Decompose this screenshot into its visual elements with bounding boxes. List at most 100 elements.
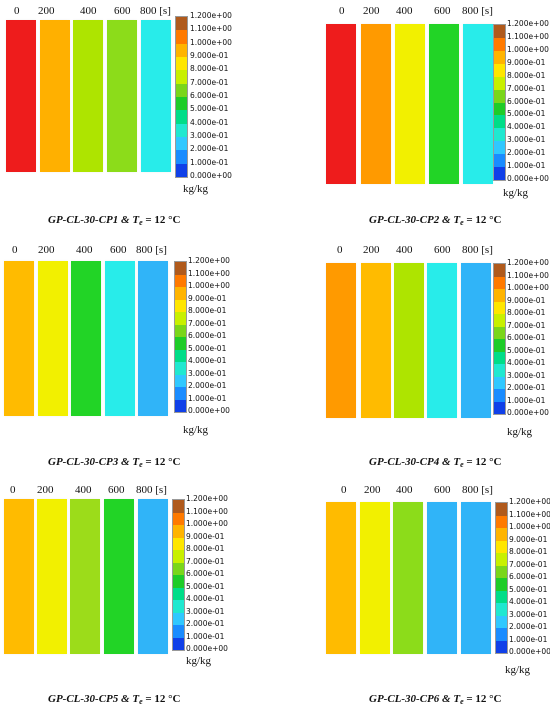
colorbar-tick-label: 1.200e+00 [507,19,549,28]
colorbar-tick-label: 3.000e-01 [188,368,227,378]
moisture-strip-400s [73,20,103,172]
colorbar-tick-label: 7.000e-01 [509,559,548,569]
panel-cp4: 0 200 400 600 800 [s] 1.200e+00 1.100e+00… [275,236,550,472]
colorbar-swatch [494,314,505,327]
time-label-800: 800 [s] [136,244,167,256]
time-label-0: 0 [12,244,18,256]
colorbar-swatch [173,537,184,550]
colorbar-tick-label: 0.000e+00 [507,408,549,417]
colorbar-swatch [176,17,187,31]
colorbar-ticks: 1.200e+00 1.100e+00 1.000e+00 9.000e-01 8.00… [188,257,248,414]
colorbar-tick-label: 7.000e-01 [190,77,229,87]
moisture-strip-0s [326,24,356,184]
colorbar-swatch [494,167,505,181]
colorbar-swatch [175,312,186,325]
time-label-200: 200 [38,244,55,256]
moisture-strip-0s [326,502,356,654]
colorbar-tick-label: 4.000e-01 [188,356,227,365]
colorbar-tick-label: 0.000e+00 [190,171,232,180]
colorbar-swatch [496,528,507,541]
colorbar-tick-label: 5.000e-01 [190,104,229,114]
time-label-400: 400 [80,5,97,17]
colorbar-tick-label: 0.000e+00 [188,406,230,415]
time-label-600: 600 [110,244,127,256]
time-label-800: 800 [s] [462,484,493,496]
caption-specimen: GP-CL-30-CP4 & [369,456,454,468]
moisture-strip-600s [429,24,459,184]
panel-cp1: 0 200 400 600 800 [s] 1.200e+00 1.100e+00… [0,0,275,236]
moisture-strip-200s [40,20,70,172]
colorbar-tick-label: 9.000e-01 [507,57,546,67]
colorbar-swatch [494,264,505,277]
moisture-strip-800s [461,502,491,654]
time-label-600: 600 [114,5,131,17]
colorbar-tick-label: 1.000e-01 [507,161,546,171]
colorbar-tick-label: 1.000e-01 [509,634,548,644]
colorbar-swatch [494,63,505,77]
colorbar-tick-label: 9.000e-01 [186,531,225,541]
colorbar-tick-label: 1.000e-01 [188,393,227,403]
panel-caption: GP-CL-30-CP4 & Te = 12 °C [369,456,502,469]
colorbar-swatch [175,399,186,412]
colorbar-swatch [173,625,184,638]
colorbar-swatch [494,37,505,51]
colorbar-swatch [496,578,507,591]
colorbar-swatch [173,512,184,525]
time-label-200: 200 [363,244,380,256]
colorbar-tick-label: 9.000e-01 [190,51,229,60]
panel-cp3: 0 200 400 600 800 [s] 1.200e+00 1.100e+00… [0,236,275,472]
colorbar-swatch [175,287,186,300]
colorbar-swatch [494,276,505,289]
colorbar-swatch [175,299,186,312]
moisture-strip-400s [393,502,423,654]
colorbar-swatch [175,374,186,387]
colorbar [175,16,188,178]
colorbar-tick-label: 6.000e-01 [190,91,229,100]
colorbar-swatch [176,163,187,177]
panel-caption: GP-CL-30-CP5 & Te = 12 °C [48,693,181,706]
colorbar-ticks: 1.200e+00 1.100e+00 1.000e+00 9.000e-01 8.00… [507,259,550,416]
colorbar-tick-label: 1.100e+00 [507,270,549,280]
colorbar-tick-label: 1.200e+00 [507,258,549,267]
moisture-strip-600s [104,499,134,654]
unit-label: kg/kg [507,426,533,438]
colorbar-swatch [494,289,505,302]
caption-specimen: GP-CL-30-CP6 & [369,693,454,705]
colorbar-swatch [494,389,505,402]
colorbar-swatch [494,141,505,155]
panel-caption: GP-CL-30-CP3 & Te = 12 °C [48,456,181,469]
colorbar-tick-label: 1.100e+00 [507,31,549,41]
moisture-strip-600s [107,20,137,172]
colorbar-swatch [175,362,186,375]
colorbar-tick-label: 6.000e-01 [507,333,546,342]
colorbar-tick-label: 1.000e+00 [507,283,549,292]
caption-temp-value: = 12 °C [463,214,502,226]
colorbar-swatch [494,351,505,364]
colorbar-swatch [173,612,184,625]
moisture-strip-200s [361,263,391,418]
time-label-400: 400 [75,484,92,496]
colorbar [495,502,508,654]
moisture-strip-800s [141,20,171,172]
time-label-200: 200 [364,484,381,496]
panel-caption: GP-CL-30-CP2 & Te = 12 °C [369,214,502,227]
colorbar-tick-label: 5.000e-01 [188,343,227,353]
colorbar-swatch [494,154,505,168]
colorbar-tick-label: 3.000e-01 [509,609,548,619]
colorbar-swatch [175,387,186,400]
colorbar-swatch [173,500,184,513]
colorbar-swatch [494,128,505,142]
time-label-400: 400 [396,5,413,17]
colorbar-swatch [173,637,184,650]
colorbar-tick-label: 5.000e-01 [509,584,548,594]
colorbar-tick-label: 4.000e-01 [507,122,546,132]
colorbar-tick-label: 7.000e-01 [188,318,227,328]
colorbar-swatch [176,30,187,44]
colorbar-tick-label: 1.000e+00 [188,281,230,290]
unit-label: kg/kg [186,655,212,667]
colorbar-tick-label: 6.000e-01 [188,331,227,340]
colorbar-tick-label: 7.000e-01 [507,320,546,330]
colorbar-tick-label: 3.000e-01 [186,606,225,616]
caption-temp-symbol: T [132,456,140,468]
caption-temp-symbol: T [453,693,461,705]
